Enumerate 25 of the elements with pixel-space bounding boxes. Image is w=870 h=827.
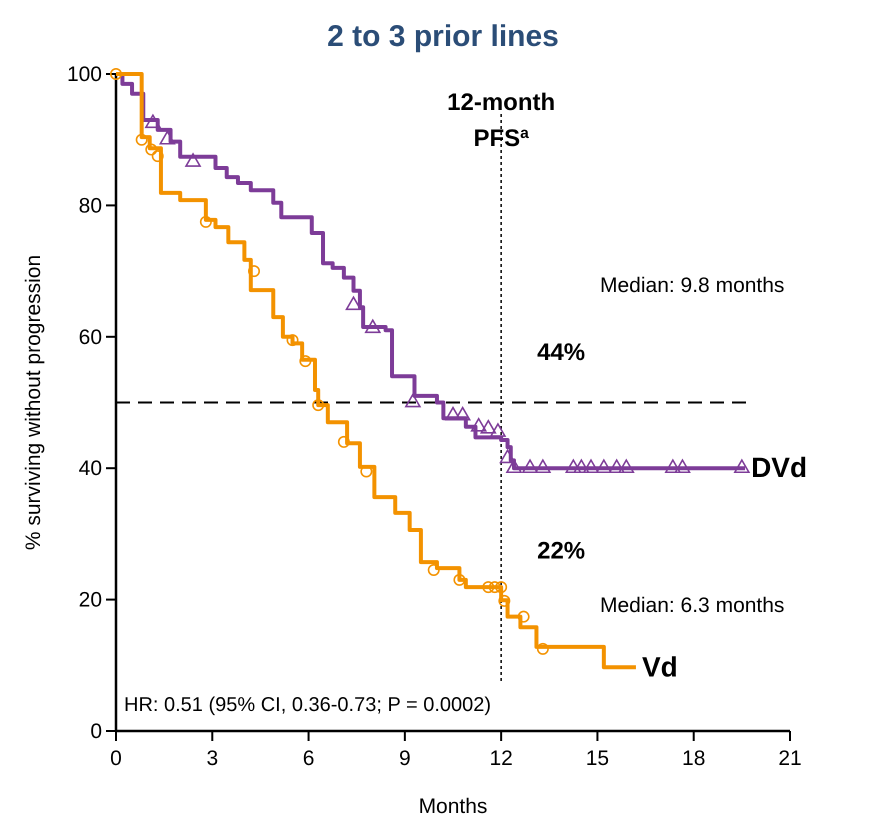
x-tick-label: 18 bbox=[682, 747, 706, 770]
y-tick-label: 60 bbox=[78, 326, 102, 349]
y-tick-label: 100 bbox=[66, 63, 102, 86]
x-tick-label: 15 bbox=[586, 747, 610, 770]
annotation: Median: 6.3 months bbox=[600, 594, 784, 617]
x-tick-label: 9 bbox=[399, 747, 411, 770]
ref-line-label: 12-month PFS$^{a}$ bbox=[447, 89, 556, 152]
y-tick-label: 80 bbox=[78, 194, 102, 218]
x-tick-label: 21 bbox=[778, 747, 802, 770]
annotation: 44% bbox=[537, 338, 586, 366]
x-tick-label: 0 bbox=[110, 747, 122, 770]
annotation: HR: 0.51 (95% CI, 0.36-0.73; P = 0.0002) bbox=[124, 694, 492, 716]
y-tick-label: 40 bbox=[78, 457, 102, 480]
annotation: 22% bbox=[537, 537, 586, 564]
x-tick-label: 12 bbox=[489, 747, 513, 770]
x-tick-label: 6 bbox=[302, 747, 314, 770]
chart-title: 2 to 3 prior lines bbox=[327, 20, 559, 53]
x-tick-label: 3 bbox=[206, 747, 218, 770]
y-axis-title: % surviving without progression bbox=[22, 254, 45, 550]
y-tick-label: 0 bbox=[90, 720, 102, 743]
annotation: Median: 9.8 months bbox=[600, 274, 784, 297]
series-label: Vd bbox=[642, 651, 678, 682]
y-tick-label: 20 bbox=[78, 588, 102, 612]
x-axis-title: Months bbox=[418, 795, 488, 818]
series-label: DVd bbox=[751, 452, 808, 484]
